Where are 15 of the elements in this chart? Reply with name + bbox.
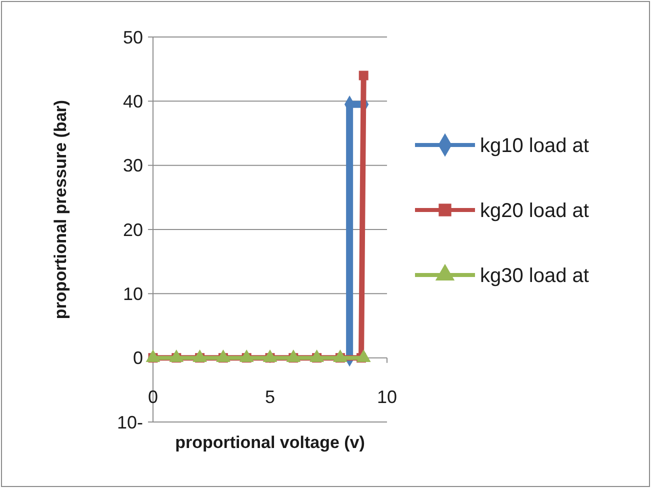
y-tick-label: 40 — [122, 91, 143, 112]
legend-label: kg10 load at — [480, 135, 590, 157]
y-axis-title: proportional pressure (bar) — [51, 100, 70, 320]
y-tick-label: 30 — [122, 156, 143, 176]
x-tick-label: 5 — [264, 386, 276, 407]
x-tick-label: 10 — [376, 386, 398, 407]
legend-label: kg20 load at — [480, 200, 590, 222]
y-tick-label: 10 — [122, 284, 143, 304]
legend-label: kg30 load at — [480, 265, 590, 287]
y-tick-label: 0 — [132, 348, 143, 368]
x-axis-title: proportional voltage (v) — [175, 433, 365, 452]
y-tick-label: 20 — [122, 220, 143, 240]
y-tick-label: 50 — [122, 27, 143, 48]
y-tick-label: 10- — [116, 412, 144, 432]
x-tick-label: 0 — [148, 386, 158, 407]
